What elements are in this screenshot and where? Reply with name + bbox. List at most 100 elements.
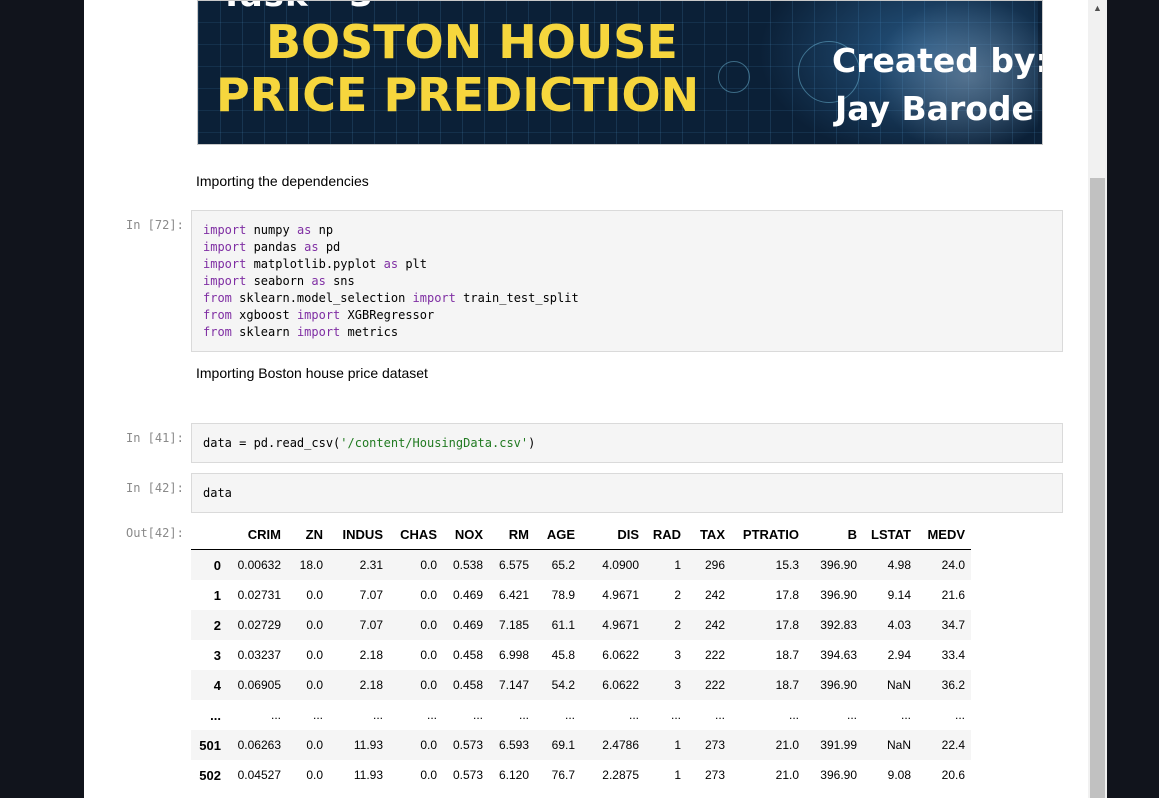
table-cell: 6.0622	[602, 648, 639, 662]
column-header: DIS	[581, 520, 645, 550]
table-cell: 1	[674, 738, 681, 752]
table-cell: 3	[674, 648, 681, 662]
code-keyword: as	[383, 257, 399, 271]
column-header: AGE	[535, 520, 581, 550]
table-cell: 242	[704, 588, 725, 602]
cell-prompt: In [72]:	[126, 218, 184, 232]
table-cell: 242	[704, 618, 725, 632]
code-token: )	[528, 436, 536, 450]
table-cell: 273	[704, 768, 725, 782]
table-cell: ...	[426, 708, 437, 722]
table-cell: 0.458	[452, 678, 483, 692]
table-cell: 76.7	[551, 768, 575, 782]
table-cell: ...	[628, 708, 639, 722]
table-cell: 0.0	[420, 648, 437, 662]
table-cell: 0.0	[306, 588, 323, 602]
table-cell: ...	[954, 708, 965, 722]
table-cell: 22.4	[941, 738, 965, 752]
notebook-page: Task - 3 BOSTON HOUSE PRICE PREDICTION C…	[84, 0, 1088, 798]
table-cell: 0.458	[452, 648, 483, 662]
code-keyword: import	[203, 223, 247, 237]
column-header: TAX	[687, 520, 731, 550]
table-row: 4 0.06905 0.0 2.18 0.0 0.458 7.147 54.2 6.0622 3 2…	[191, 670, 971, 700]
table-cell: 9.08	[887, 768, 911, 782]
code-token: sns	[325, 274, 355, 288]
table-cell: 54.2	[551, 678, 575, 692]
table-cell: 6.593	[498, 738, 529, 752]
table-cell: 0.02731	[237, 588, 281, 602]
code-line: from sklearn import metrics	[203, 324, 1062, 341]
table-cell: ...	[788, 708, 799, 722]
table-cell: 396.90	[820, 678, 857, 692]
table-cell: 2.31	[359, 558, 383, 572]
column-header: CRIM	[227, 520, 287, 550]
row-index: 4	[213, 677, 221, 693]
column-header: MEDV	[917, 520, 971, 550]
table-cell: 0.0	[420, 678, 437, 692]
scroll-up-arrow-icon[interactable]: ▲	[1093, 3, 1102, 13]
table-cell: 9.14	[887, 588, 911, 602]
table-cell: 18.7	[775, 678, 799, 692]
code-token: XGBRegressor	[340, 308, 435, 322]
code-line: data	[203, 485, 1062, 502]
banner-title-line1: BOSTON HOUSE	[266, 15, 678, 69]
table-cell: 18.0	[299, 558, 323, 572]
code-cell-read-csv[interactable]: data = pd.read_csv('/content/HousingData…	[191, 423, 1063, 463]
table-cell: 0.573	[452, 738, 483, 752]
vertical-scrollbar[interactable]: ▲	[1088, 0, 1107, 798]
banner-image: Task - 3 BOSTON HOUSE PRICE PREDICTION C…	[197, 0, 1043, 145]
table-cell: 34.7	[941, 618, 965, 632]
table-cell: NaN	[886, 738, 911, 752]
table-cell: 11.93	[353, 768, 383, 782]
banner-circle-decoration	[798, 41, 860, 103]
code-keyword: as	[311, 274, 326, 288]
table-cell: 0.04527	[237, 768, 281, 782]
column-header: LSTAT	[863, 520, 917, 550]
column-header: RAD	[645, 520, 687, 550]
code-cell-imports[interactable]: import numpy as np import pandas as pd imp…	[191, 210, 1063, 352]
table-cell: 17.8	[775, 588, 799, 602]
table-cell: 45.8	[551, 648, 575, 662]
index-header	[191, 520, 227, 550]
table-cell: 65.2	[551, 558, 575, 572]
table-row: 2 0.02729 0.0 7.07 0.0 0.469 7.185 61.1 4.9671 2 2…	[191, 610, 971, 640]
cell-prompt: In [41]:	[126, 431, 184, 445]
code-line: import seaborn as sns	[203, 273, 1062, 290]
column-header: NOX	[443, 520, 489, 550]
code-token: np	[311, 223, 334, 237]
markdown-importing-dataset: Importing Boston house price dataset	[196, 365, 428, 381]
cell-prompt: In [42]:	[126, 481, 184, 495]
table-cell: 6.575	[498, 558, 529, 572]
column-header: ZN	[287, 520, 329, 550]
table-cell: 15.3	[775, 558, 799, 572]
code-line: from sklearn.model_selection import trai…	[203, 290, 1062, 307]
table-cell: 7.185	[498, 618, 529, 632]
table-cell: 0.03237	[237, 648, 281, 662]
code-token: data	[203, 486, 232, 500]
table-cell: 0.0	[420, 558, 437, 572]
table-cell: 2	[674, 588, 681, 602]
table-cell: ...	[846, 708, 857, 722]
code-cell-data[interactable]: data	[191, 473, 1063, 513]
table-cell: 2	[674, 618, 681, 632]
table-cell: 4.03	[887, 618, 911, 632]
scrollbar-thumb[interactable]	[1090, 178, 1105, 798]
code-keyword: import	[412, 291, 456, 305]
table-cell: ...	[312, 708, 323, 722]
column-header: INDUS	[329, 520, 389, 550]
table-cell: 7.147	[498, 678, 529, 692]
table-cell: ...	[714, 708, 725, 722]
table-row: 0 0.00632 18.0 2.31 0.0 0.538 6.575 65.2 4.0900 1…	[191, 549, 971, 580]
code-keyword: as	[304, 240, 319, 254]
table-row: 501 0.06263 0.0 11.93 0.0 0.573 6.593 69.1 2.478…	[191, 730, 971, 760]
row-index: ...	[210, 707, 221, 723]
code-token: metrics	[340, 325, 399, 339]
code-line: import pandas as pd	[203, 239, 1062, 256]
table-cell: 0.0	[420, 768, 437, 782]
code-keyword: import	[203, 257, 247, 271]
banner-robot-hand	[868, 1, 1042, 144]
banner-circle-decoration	[718, 61, 750, 93]
column-header: CHAS	[389, 520, 443, 550]
row-index: 2	[213, 617, 221, 633]
code-token: seaborn	[246, 274, 312, 288]
